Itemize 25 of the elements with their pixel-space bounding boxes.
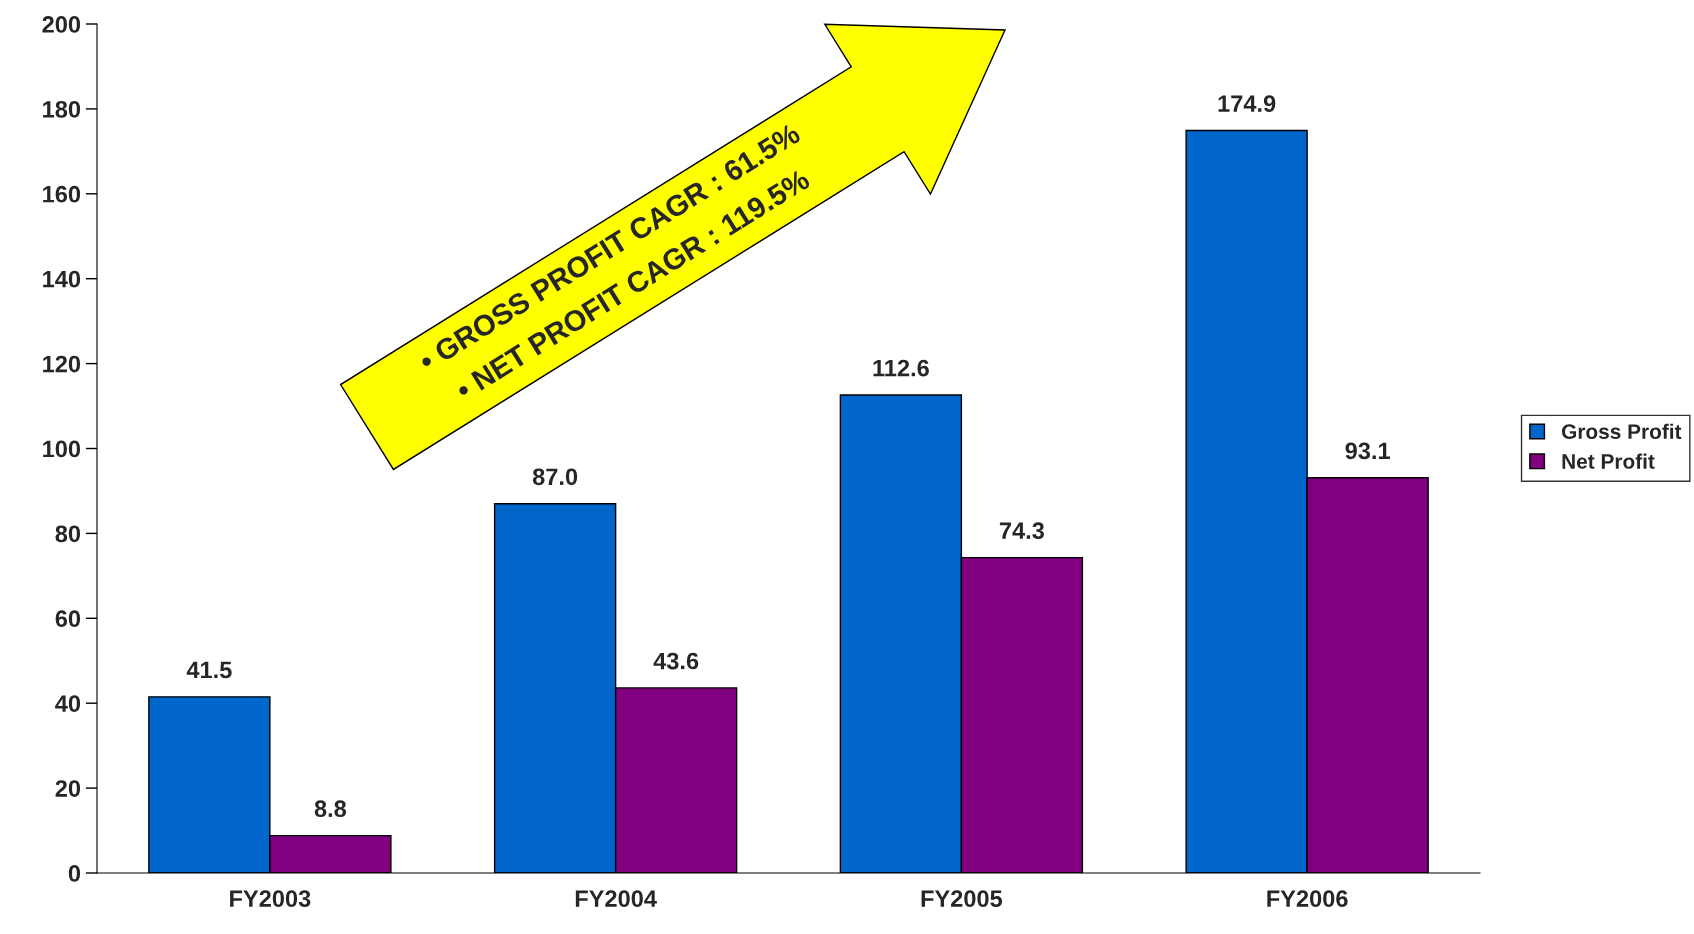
x-tick-label: FY2004 xyxy=(575,890,657,908)
y-tick-label: 0 xyxy=(68,865,81,882)
x-tick-label: FY2003 xyxy=(230,890,311,908)
x-tick-label: FY2005 xyxy=(921,890,1003,908)
y-tick-label: 200 xyxy=(42,16,81,33)
y-tick-label: 100 xyxy=(43,440,81,458)
y-tick-label: 180 xyxy=(43,100,81,118)
x-tick-label: FY2006 xyxy=(1267,890,1348,908)
y-tick-label: 60 xyxy=(55,610,81,628)
y-tick-label: 20 xyxy=(55,780,81,797)
text: 41.5 xyxy=(186,661,232,679)
y-tick-label: 140 xyxy=(43,270,81,288)
text: 87.0 xyxy=(532,468,578,486)
text: 112.6 xyxy=(873,359,929,377)
legend-label: Net Profit xyxy=(1562,453,1655,469)
y-tick-label: 120 xyxy=(43,355,81,373)
text: 8.8 xyxy=(314,800,347,818)
text: 43.6 xyxy=(653,652,699,670)
legend-label: Gross Profit xyxy=(1561,423,1682,439)
y-tick-label: 160 xyxy=(43,185,81,203)
y-tick-label: 40 xyxy=(55,695,81,712)
text: 93.1 xyxy=(1345,442,1390,460)
y-tick-label: 80 xyxy=(55,525,81,543)
text: 74.3 xyxy=(999,522,1045,540)
text: 174.9 xyxy=(1218,95,1276,112)
